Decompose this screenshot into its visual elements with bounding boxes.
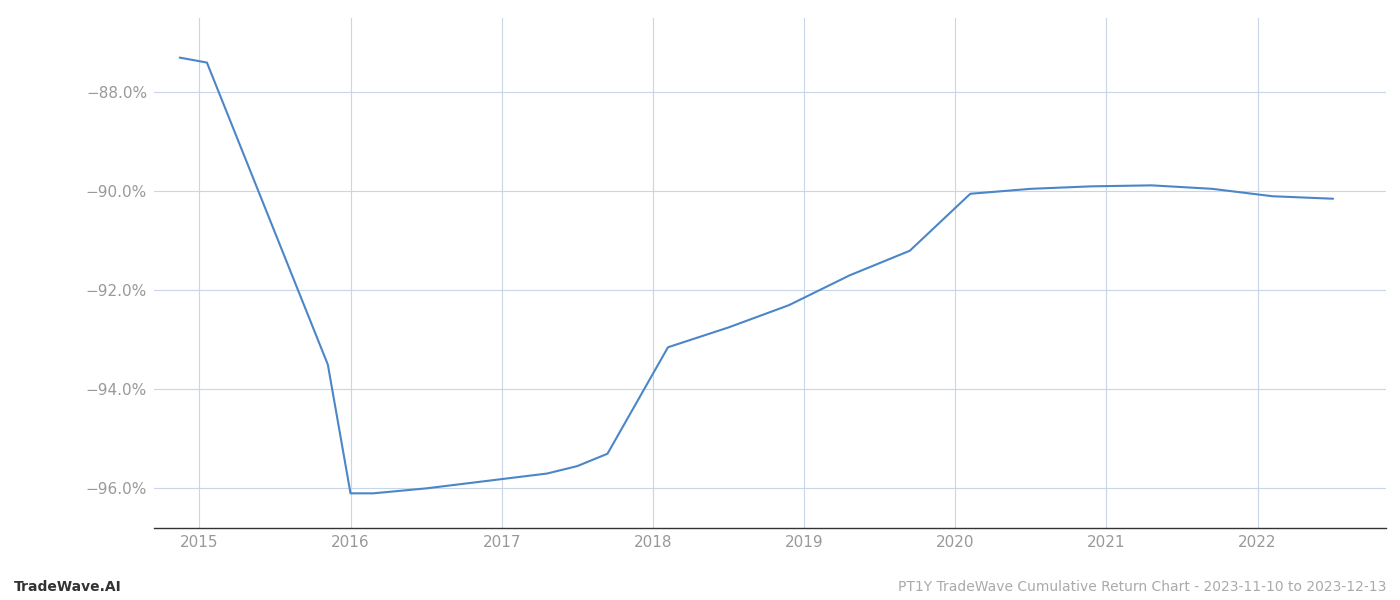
Text: PT1Y TradeWave Cumulative Return Chart - 2023-11-10 to 2023-12-13: PT1Y TradeWave Cumulative Return Chart -… <box>897 580 1386 594</box>
Text: TradeWave.AI: TradeWave.AI <box>14 580 122 594</box>
